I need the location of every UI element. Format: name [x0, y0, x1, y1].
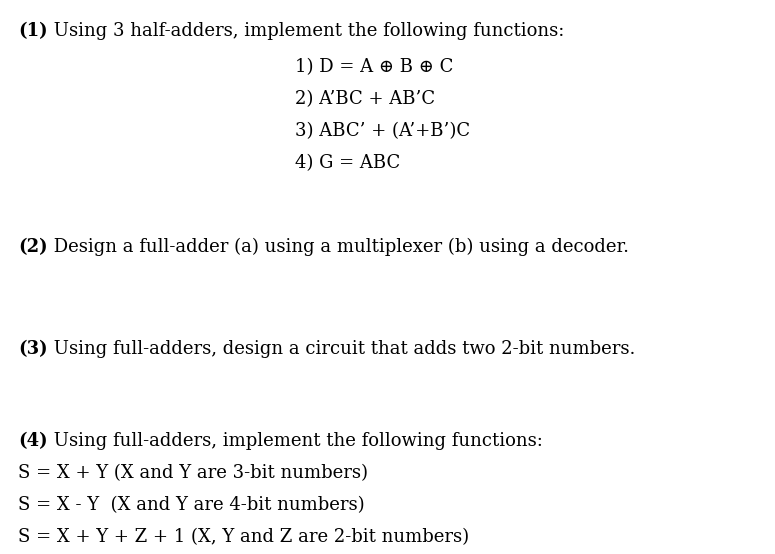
Text: Design a full-adder (a) using a multiplexer (b) using a decoder.: Design a full-adder (a) using a multiple… [47, 238, 629, 257]
Text: S = X - Y  (X and Y are 4-bit numbers): S = X - Y (X and Y are 4-bit numbers) [18, 496, 364, 514]
Text: 2) A’BC + AB’C: 2) A’BC + AB’C [295, 90, 435, 108]
Text: Using 3 half-adders, implement the following functions:: Using 3 half-adders, implement the follo… [47, 22, 564, 40]
Text: (2): (2) [18, 238, 47, 256]
Text: (4): (4) [18, 432, 47, 450]
Text: 3) ABC’ + (A’+B’)C: 3) ABC’ + (A’+B’)C [295, 122, 470, 140]
Text: (3): (3) [18, 340, 47, 358]
Text: Using full-adders, design a circuit that adds two 2-bit numbers.: Using full-adders, design a circuit that… [47, 340, 635, 358]
Text: (1): (1) [18, 22, 47, 40]
Text: Using full-adders, implement the following functions:: Using full-adders, implement the followi… [47, 432, 542, 450]
Text: S = X + Y (X and Y are 3-bit numbers): S = X + Y (X and Y are 3-bit numbers) [18, 464, 368, 482]
Text: 4) G = ABC: 4) G = ABC [295, 154, 400, 172]
Text: 1) D = A ⊕ B ⊕ C: 1) D = A ⊕ B ⊕ C [295, 58, 453, 76]
Text: S = X + Y + Z + 1 (X, Y and Z are 2-bit numbers): S = X + Y + Z + 1 (X, Y and Z are 2-bit … [18, 528, 469, 546]
